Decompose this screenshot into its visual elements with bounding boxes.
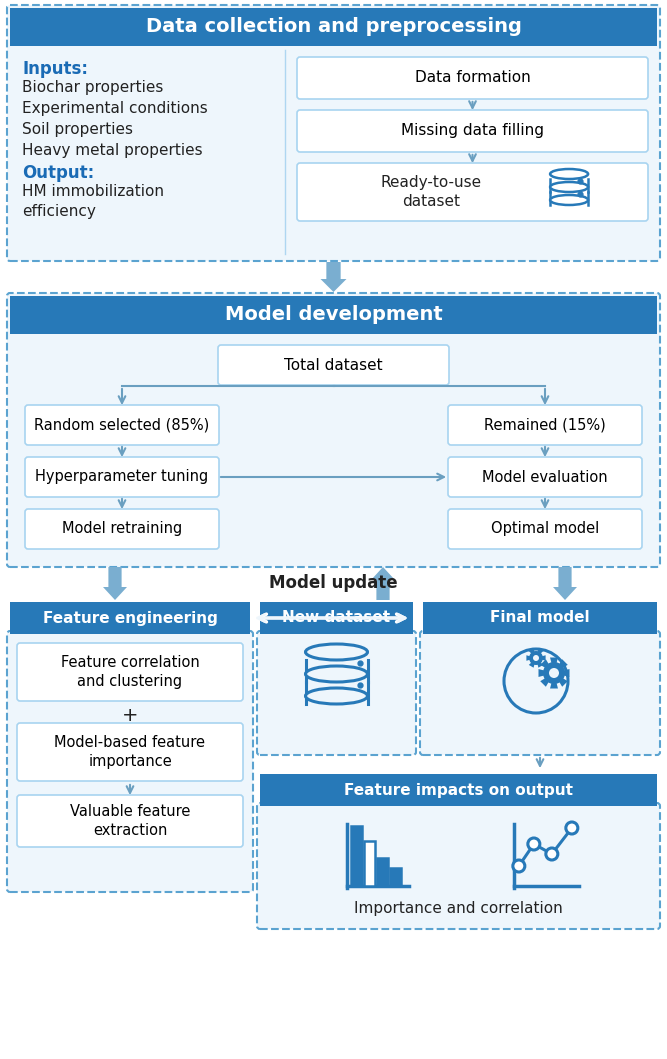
Circle shape: [546, 848, 558, 860]
Bar: [377, 858, 388, 886]
FancyBboxPatch shape: [448, 457, 642, 497]
Text: Random selected (85%): Random selected (85%): [35, 417, 209, 432]
Polygon shape: [526, 656, 531, 661]
Text: Data formation: Data formation: [415, 71, 530, 86]
Polygon shape: [550, 658, 558, 665]
Text: Missing data filling: Missing data filling: [401, 124, 544, 139]
Text: Soil properties: Soil properties: [22, 122, 133, 137]
Text: Optimal model: Optimal model: [491, 521, 599, 537]
Text: Biochar properties: Biochar properties: [22, 80, 163, 95]
FancyBboxPatch shape: [448, 509, 642, 549]
Polygon shape: [541, 656, 546, 661]
FancyBboxPatch shape: [7, 5, 660, 261]
Bar: [364, 841, 375, 886]
Polygon shape: [103, 567, 127, 600]
FancyBboxPatch shape: [7, 293, 660, 567]
Polygon shape: [540, 660, 550, 669]
Text: Model retraining: Model retraining: [62, 521, 182, 537]
Text: Experimental conditions: Experimental conditions: [22, 101, 207, 116]
Polygon shape: [321, 262, 346, 292]
Polygon shape: [537, 648, 543, 654]
Text: Data collection and preprocessing: Data collection and preprocessing: [145, 18, 522, 36]
FancyBboxPatch shape: [17, 723, 243, 780]
Ellipse shape: [550, 169, 588, 179]
Bar: [10, 8, 657, 46]
Text: Output:: Output:: [22, 164, 94, 182]
FancyBboxPatch shape: [297, 163, 648, 221]
Circle shape: [566, 822, 578, 834]
Text: Feature correlation
and clustering: Feature correlation and clustering: [61, 654, 199, 689]
Ellipse shape: [305, 688, 368, 704]
Polygon shape: [558, 677, 568, 686]
Ellipse shape: [550, 182, 588, 192]
FancyBboxPatch shape: [25, 405, 219, 445]
Circle shape: [529, 651, 543, 665]
Text: Remained (15%): Remained (15%): [484, 417, 606, 432]
Ellipse shape: [550, 195, 588, 205]
Polygon shape: [371, 567, 395, 600]
Bar: [390, 868, 401, 886]
FancyBboxPatch shape: [25, 457, 219, 497]
Circle shape: [543, 662, 565, 684]
Bar: [351, 826, 362, 886]
Circle shape: [513, 860, 525, 872]
Text: Model evaluation: Model evaluation: [482, 469, 608, 485]
FancyBboxPatch shape: [17, 795, 243, 847]
Bar: [260, 774, 657, 806]
Text: New dataset: New dataset: [282, 610, 391, 626]
Polygon shape: [558, 660, 568, 669]
Polygon shape: [553, 567, 577, 600]
Bar: [260, 602, 413, 634]
Text: Model update: Model update: [269, 574, 398, 592]
FancyBboxPatch shape: [17, 643, 243, 701]
FancyBboxPatch shape: [420, 631, 660, 755]
Ellipse shape: [305, 666, 368, 682]
Text: Model development: Model development: [225, 305, 442, 324]
Polygon shape: [537, 662, 543, 668]
Text: +: +: [122, 706, 138, 725]
Text: efficiency: efficiency: [22, 204, 96, 219]
Text: HM immobilization: HM immobilization: [22, 184, 164, 199]
FancyBboxPatch shape: [448, 405, 642, 445]
Bar: [423, 602, 657, 634]
Text: Heavy metal properties: Heavy metal properties: [22, 143, 203, 158]
FancyBboxPatch shape: [25, 509, 219, 549]
Text: Inputs:: Inputs:: [22, 60, 88, 78]
FancyBboxPatch shape: [218, 345, 449, 385]
FancyBboxPatch shape: [257, 631, 416, 755]
Polygon shape: [529, 662, 535, 668]
FancyBboxPatch shape: [297, 110, 648, 152]
Polygon shape: [540, 677, 550, 686]
Text: Feature impacts on output: Feature impacts on output: [344, 783, 573, 797]
FancyBboxPatch shape: [297, 57, 648, 98]
Text: Valuable feature
extraction: Valuable feature extraction: [70, 804, 190, 839]
Polygon shape: [550, 681, 558, 688]
Ellipse shape: [305, 644, 368, 660]
Text: Feature engineering: Feature engineering: [43, 610, 217, 626]
FancyBboxPatch shape: [257, 803, 660, 929]
Text: Hyperparameter tuning: Hyperparameter tuning: [35, 469, 209, 485]
Text: Model-based feature
importance: Model-based feature importance: [55, 735, 205, 770]
Circle shape: [549, 668, 559, 678]
Circle shape: [528, 838, 540, 850]
Text: Importance and correlation: Importance and correlation: [354, 901, 563, 916]
Bar: [10, 297, 657, 334]
Text: Final model: Final model: [490, 610, 590, 626]
Polygon shape: [529, 648, 535, 654]
Circle shape: [533, 656, 539, 661]
Bar: [10, 602, 250, 634]
FancyBboxPatch shape: [7, 631, 253, 892]
Text: Ready-to-use
dataset: Ready-to-use dataset: [381, 175, 482, 209]
Polygon shape: [562, 669, 570, 677]
Text: Total dataset: Total dataset: [284, 358, 383, 373]
Polygon shape: [538, 669, 546, 677]
